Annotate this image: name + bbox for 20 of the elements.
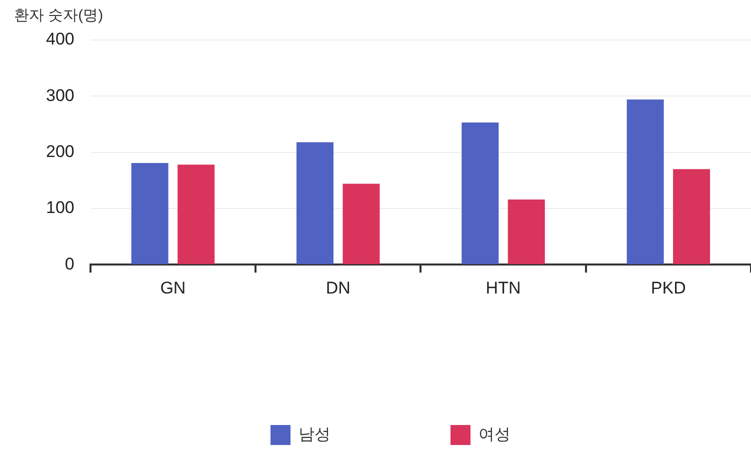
y-tick-label: 300 [46,86,74,105]
y-tick-label: 100 [46,198,74,218]
y-tick-label: 0 [64,254,74,274]
bar [178,164,215,264]
legend-label: 남성 [298,426,330,444]
bar [508,199,545,264]
bar [462,122,499,264]
bar [342,184,380,264]
x-tick-label: HTN [486,278,521,298]
x-tick-label: PKD [650,278,686,298]
bar [131,162,168,264]
y-tick-label: 200 [46,142,74,161]
bar [296,142,334,264]
bar [673,169,710,264]
y-axis-title: 환자 숫자(명) [14,6,104,25]
legend-label: 여성 [478,426,510,444]
bar [626,100,664,264]
x-tick-label: GN [160,278,186,298]
x-tick-label: DN [326,278,350,298]
y-tick-label: 400 [46,30,74,49]
